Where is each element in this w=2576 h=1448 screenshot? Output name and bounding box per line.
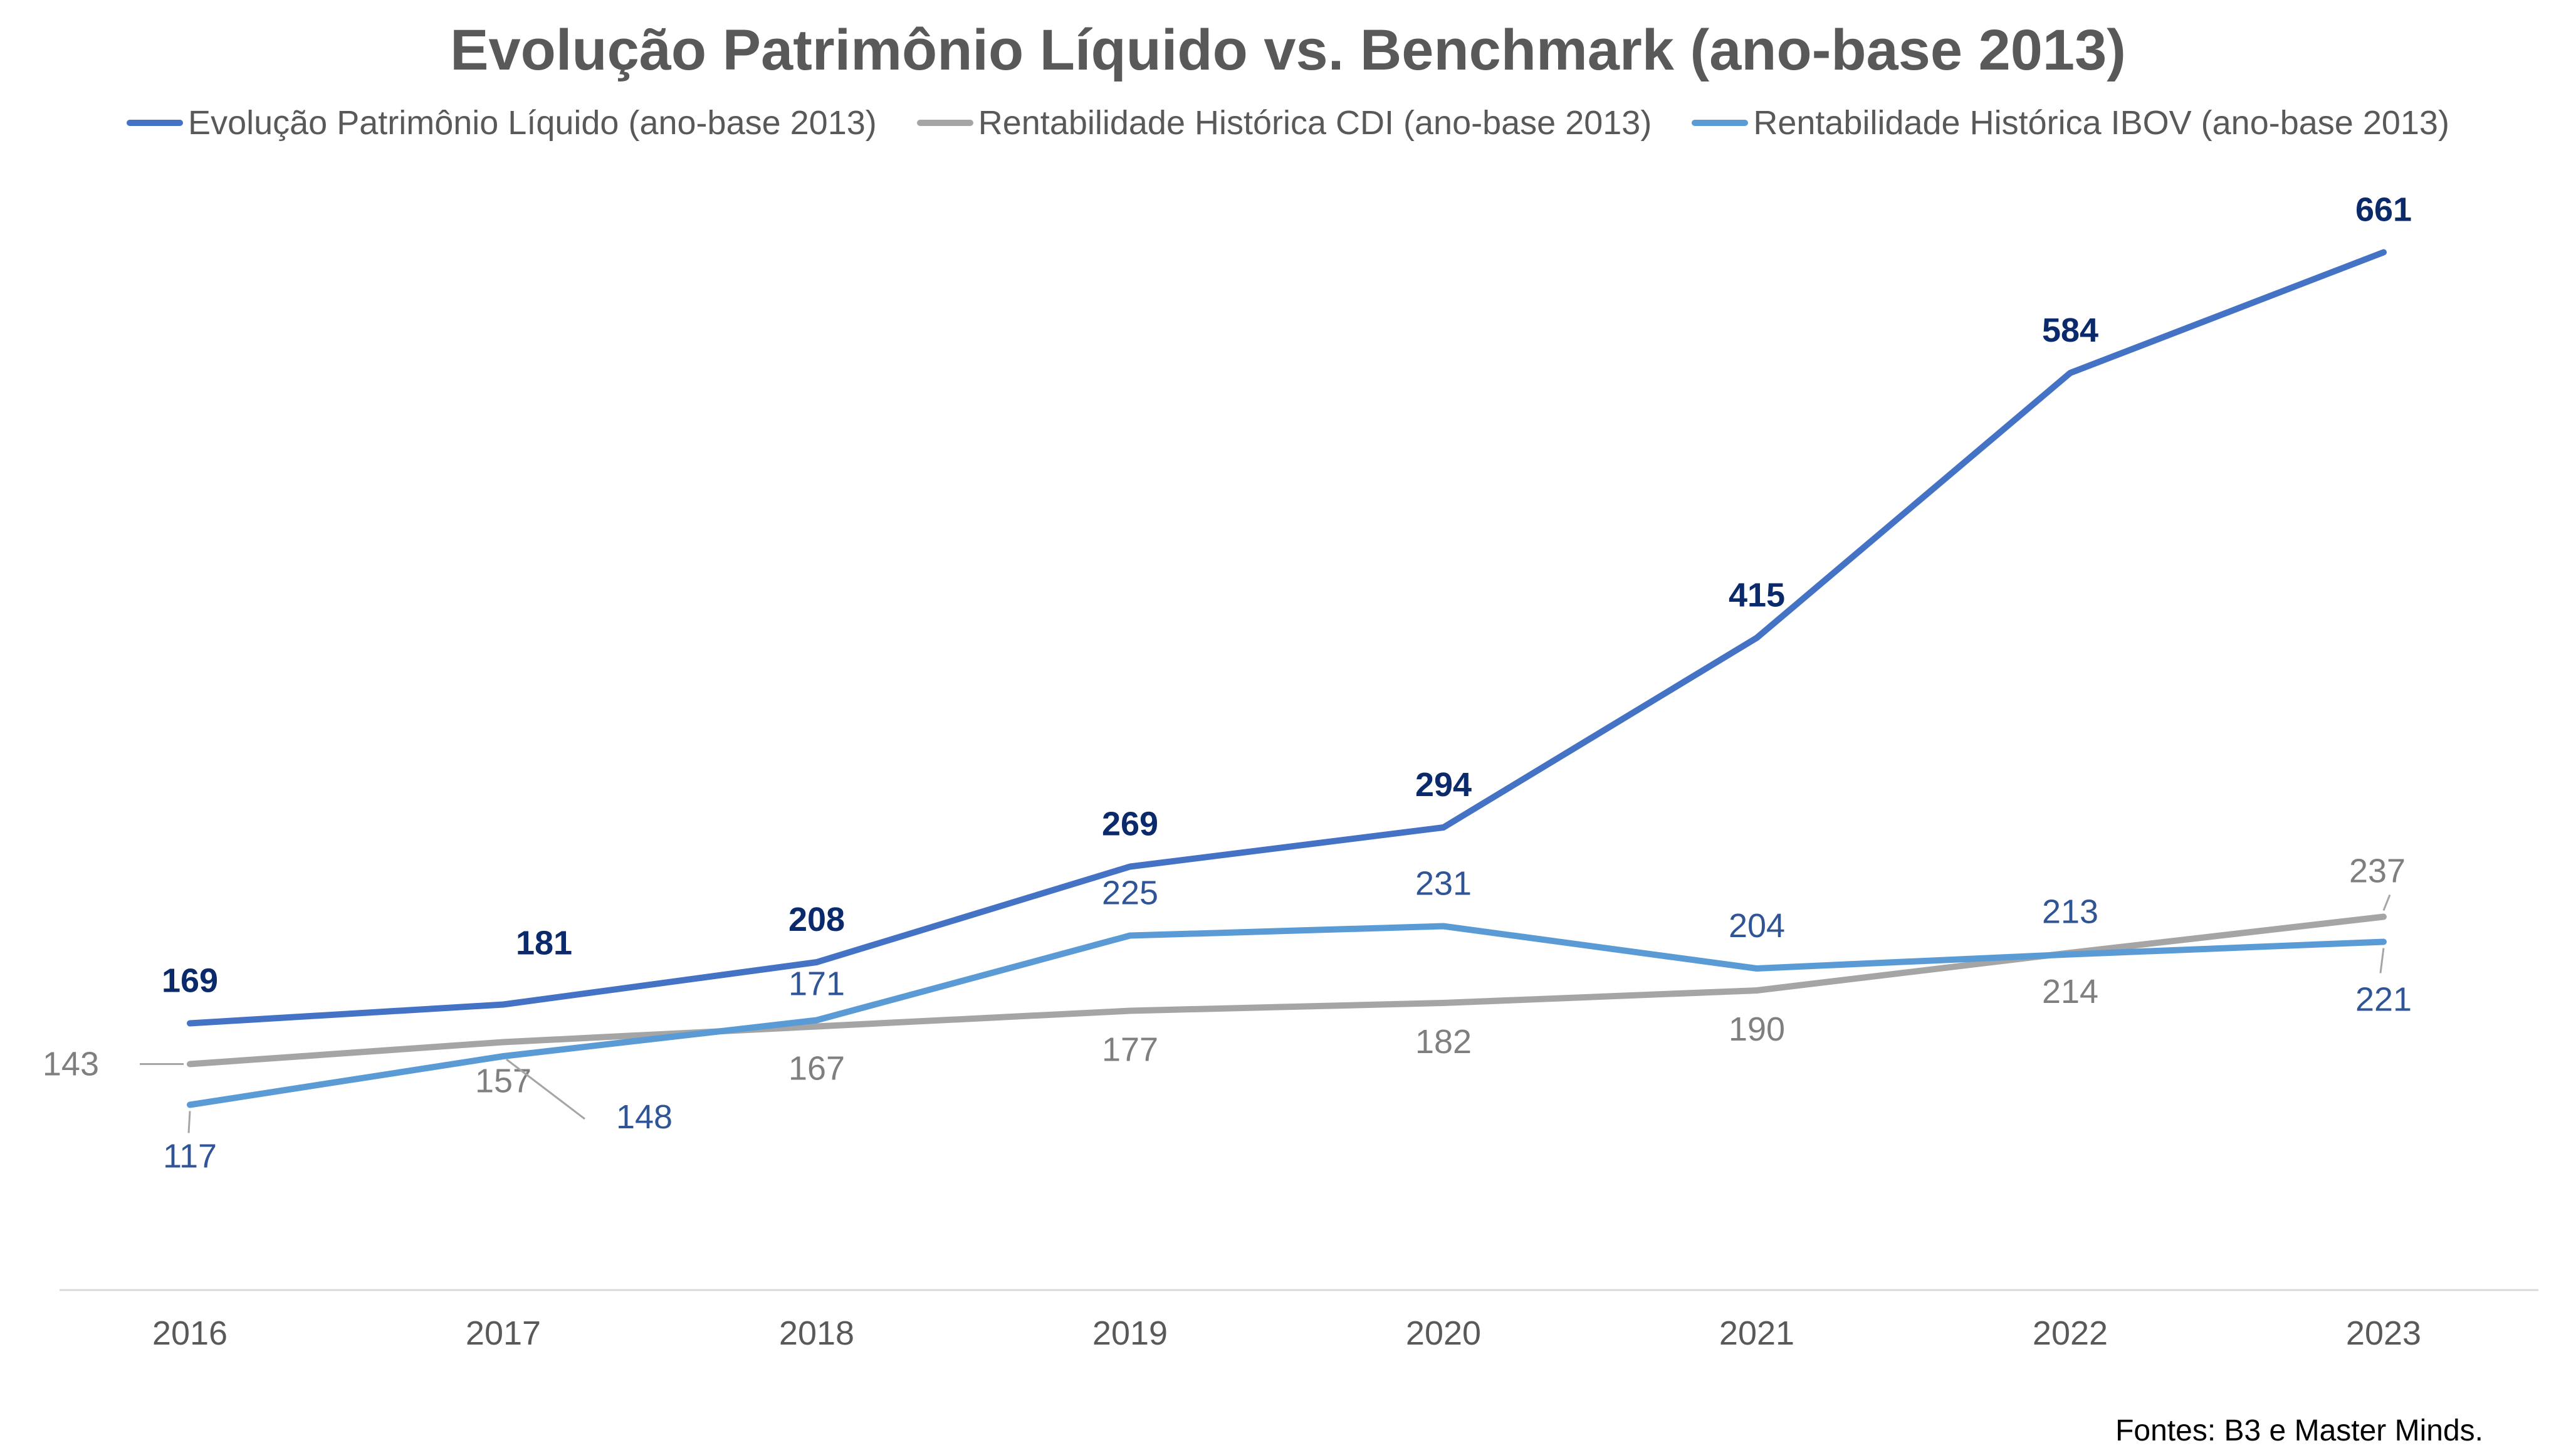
data-label-ibov-2016: 117 xyxy=(163,1138,217,1175)
data-label-patrimonio-2022: 584 xyxy=(2042,312,2098,349)
data-label-ibov-2023: 221 xyxy=(2355,981,2412,1019)
x-tick-label-2019: 2019 xyxy=(1092,1314,1168,1352)
x-tick-label-2020: 2020 xyxy=(1406,1314,1481,1352)
data-label-patrimonio-2017: 181 xyxy=(516,925,572,962)
data-label-leader-ibov-2023 xyxy=(2379,948,2385,973)
data-label-ibov-2020: 231 xyxy=(1415,865,1472,903)
x-tick-label-2022: 2022 xyxy=(2033,1314,2108,1352)
data-label-cdi-2019: 177 xyxy=(1102,1031,1158,1069)
data-label-cdi-2020: 182 xyxy=(1415,1023,1472,1061)
data-label-patrimonio-2016: 169 xyxy=(162,962,218,1000)
data-label-leader-ibov-2016 xyxy=(187,1111,191,1133)
legend-label-patrimonio: Evolução Patrimônio Líquido (ano-base 20… xyxy=(188,104,877,142)
legend-label-ibov: Rentabilidade Histórica IBOV (ano-base 2… xyxy=(1753,104,2449,142)
data-label-cdi-2023: 237 xyxy=(2349,853,2406,890)
legend-item-ibov: Rentabilidade Histórica IBOV (ano-base 2… xyxy=(1692,103,2449,142)
data-label-ibov-2019: 225 xyxy=(1102,874,1158,912)
data-label-ibov-2022: 213 xyxy=(2042,893,2098,931)
legend-item-cdi: Rentabilidade Histórica CDI (ano-base 20… xyxy=(916,103,1652,142)
legend-swatch-ibov xyxy=(1692,120,1749,126)
x-tick-label-2016: 2016 xyxy=(152,1314,228,1352)
data-label-cdi-2018: 167 xyxy=(788,1050,845,1088)
data-label-patrimonio-2019: 269 xyxy=(1102,805,1158,843)
x-tick-label-2017: 2017 xyxy=(466,1314,541,1352)
chart-title: Evolução Patrimônio Líquido vs. Benchmar… xyxy=(450,18,2126,82)
data-label-cdi-2022: 214 xyxy=(2042,973,2098,1010)
source-note: Fontes: B3 e Master Minds. xyxy=(2115,1414,2483,1447)
x-tick-label-2021: 2021 xyxy=(1719,1314,1794,1352)
x-tick-label-2023: 2023 xyxy=(2346,1314,2421,1352)
legend-swatch-cdi xyxy=(916,120,973,126)
data-label-ibov-2018: 171 xyxy=(788,965,845,1003)
x-tick-label-2018: 2018 xyxy=(779,1314,854,1352)
data-label-cdi-2017: 157 xyxy=(475,1062,531,1100)
data-label-leader-ibov-2017 xyxy=(506,1058,585,1120)
data-label-patrimonio-2023: 661 xyxy=(2355,191,2412,229)
legend-item-patrimonio: Evolução Patrimônio Líquido (ano-base 20… xyxy=(127,103,877,142)
data-label-ibov-2017: 148 xyxy=(616,1098,673,1136)
data-label-cdi-2016: 143 xyxy=(43,1046,99,1083)
series-line-patrimonio xyxy=(187,249,2387,1027)
series-line-ibov xyxy=(187,923,2387,1108)
legend-label-cdi: Rentabilidade Histórica CDI (ano-base 20… xyxy=(978,104,1652,142)
data-label-cdi-2021: 190 xyxy=(1729,1010,1785,1048)
chart-legend: Evolução Patrimônio Líquido (ano-base 20… xyxy=(0,103,2576,142)
data-label-patrimonio-2018: 208 xyxy=(788,901,845,938)
data-label-ibov-2021: 204 xyxy=(1729,907,1785,945)
data-label-patrimonio-2021: 415 xyxy=(1729,577,1785,614)
data-label-leader-cdi-2023 xyxy=(2382,894,2391,911)
data-label-patrimonio-2020: 294 xyxy=(1415,766,1472,804)
legend-swatch-patrimonio xyxy=(127,120,184,126)
